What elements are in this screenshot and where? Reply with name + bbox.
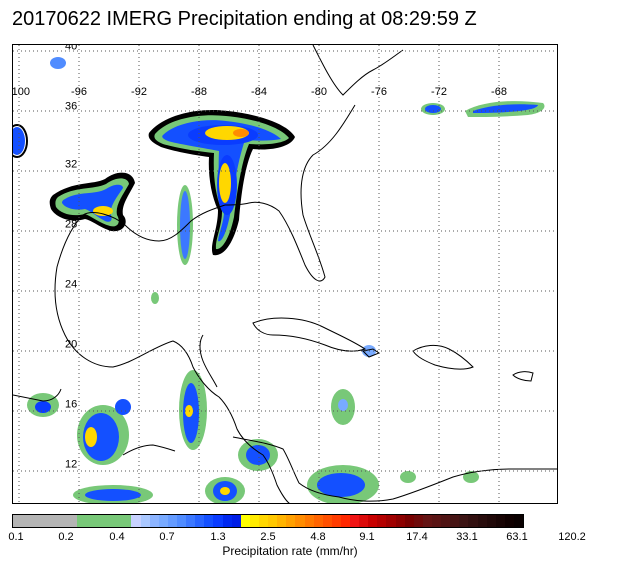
colorbar-swatch bbox=[277, 515, 287, 527]
colorbar-swatch bbox=[113, 515, 123, 527]
colorbar-swatch bbox=[231, 515, 241, 527]
colorbar-swatch bbox=[422, 515, 433, 527]
colorbar-swatch bbox=[186, 515, 196, 527]
colorbar-swatch bbox=[94, 515, 105, 527]
colorbar-swatch bbox=[322, 515, 332, 527]
lon-label: -80 bbox=[311, 86, 327, 98]
colorbar-swatch bbox=[240, 515, 250, 527]
colorbar-swatch bbox=[122, 515, 132, 527]
lat-label: 12 bbox=[65, 458, 78, 471]
colorbar-swatch bbox=[368, 515, 378, 527]
colorbar-tick-label: 17.4 bbox=[406, 531, 428, 543]
colorbar-tick-label: 9.1 bbox=[359, 531, 375, 543]
colorbar-swatch bbox=[85, 515, 95, 527]
colorbar-tick-label: 4.8 bbox=[310, 531, 326, 543]
colorbar-swatch bbox=[286, 515, 296, 527]
colorbar-swatch bbox=[413, 515, 423, 527]
colorbar-swatch bbox=[22, 515, 32, 527]
colorbar-swatch bbox=[204, 515, 214, 527]
colorbar-units-label: Precipitation rate (mm/hr) bbox=[222, 544, 358, 558]
precipitation-field bbox=[13, 57, 545, 503]
colorbar-swatch bbox=[404, 515, 414, 527]
colorbar-tick-label: 1.3 bbox=[210, 531, 226, 543]
lat-label: 24 bbox=[65, 278, 78, 291]
colorbar-swatch bbox=[58, 515, 68, 527]
colorbar-swatch bbox=[295, 515, 305, 527]
colorbar-swatch bbox=[131, 515, 141, 527]
lon-label: -96 bbox=[71, 86, 87, 98]
lat-label: 36 bbox=[65, 100, 78, 113]
lon-label: -100 bbox=[12, 86, 31, 98]
colorbar-swatch bbox=[149, 515, 159, 527]
lat-label: 28 bbox=[65, 218, 78, 231]
colorbar-tick-label: 63.1 bbox=[506, 531, 528, 543]
colorbar-tick-label: 0.4 bbox=[109, 531, 125, 543]
lon-label: -88 bbox=[191, 86, 207, 98]
colorbar-swatch bbox=[249, 515, 259, 527]
colorbar-swatch bbox=[313, 515, 323, 527]
lat-label: 32 bbox=[65, 158, 78, 171]
colorbar-tick-label: 0.1 bbox=[8, 531, 24, 543]
colorbar-swatch bbox=[176, 515, 187, 527]
colorbar-swatch bbox=[31, 515, 41, 527]
colorbar-swatch bbox=[477, 515, 487, 527]
colorbar-swatch bbox=[350, 515, 360, 527]
colorbar-swatch bbox=[40, 515, 50, 527]
colorbar-swatch bbox=[514, 515, 524, 527]
colorbar-swatch bbox=[486, 515, 496, 527]
map-title: 20170622 IMERG Precipitation ending at 0… bbox=[12, 8, 477, 30]
colorbar-swatch bbox=[167, 515, 177, 527]
precipitation-map: -100 -96 -92 -88 -84 -80 -76 -72 -68 40 … bbox=[12, 44, 558, 504]
lon-label: -76 bbox=[371, 86, 387, 98]
colorbar-swatch bbox=[386, 515, 396, 527]
colorbar-swatch bbox=[441, 515, 451, 527]
colorbar-swatch bbox=[222, 515, 232, 527]
colorbar-swatch bbox=[258, 515, 269, 527]
colorbar-tick-label: 120.2 bbox=[558, 531, 586, 543]
colorbar-swatch bbox=[76, 515, 86, 527]
colorbar-swatch bbox=[395, 515, 405, 527]
lon-label: -72 bbox=[431, 86, 447, 98]
colorbar-swatch bbox=[459, 515, 469, 527]
colorbar-swatch bbox=[268, 515, 278, 527]
lon-label: -84 bbox=[251, 86, 267, 98]
colorbar-swatch bbox=[377, 515, 387, 527]
colorbar-tick-label: 0.2 bbox=[58, 531, 74, 543]
colorbar-swatch bbox=[49, 515, 59, 527]
colorbar-swatch bbox=[331, 515, 341, 527]
lat-label: 40 bbox=[65, 44, 78, 53]
lat-lon-grid bbox=[13, 45, 557, 503]
lon-label: -68 bbox=[491, 86, 507, 98]
coastlines bbox=[13, 45, 557, 503]
lon-label: -92 bbox=[131, 86, 147, 98]
colorbar-swatch bbox=[340, 515, 351, 527]
colorbar-swatch bbox=[158, 515, 168, 527]
colorbar-swatch bbox=[104, 515, 114, 527]
colorbar-swatch bbox=[213, 515, 223, 527]
colorbar-swatch bbox=[359, 515, 369, 527]
colorbar-swatch bbox=[450, 515, 460, 527]
precipitation-colorbar bbox=[12, 514, 525, 528]
colorbar-swatch bbox=[432, 515, 442, 527]
colorbar-swatch bbox=[468, 515, 478, 527]
colorbar-tick-label: 33.1 bbox=[456, 531, 478, 543]
colorbar-swatch bbox=[67, 515, 77, 527]
colorbar-tick-label: 2.5 bbox=[260, 531, 276, 543]
lat-label: 20 bbox=[65, 338, 78, 351]
colorbar-swatch bbox=[195, 515, 205, 527]
colorbar-swatch bbox=[304, 515, 314, 527]
colorbar-swatch bbox=[140, 515, 150, 527]
map-canvas bbox=[13, 45, 557, 503]
lat-label: 16 bbox=[65, 398, 78, 411]
colorbar-swatch bbox=[504, 515, 515, 527]
colorbar-tick-label: 0.7 bbox=[159, 531, 175, 543]
colorbar-swatch bbox=[495, 515, 505, 527]
colorbar-swatch bbox=[13, 515, 23, 527]
